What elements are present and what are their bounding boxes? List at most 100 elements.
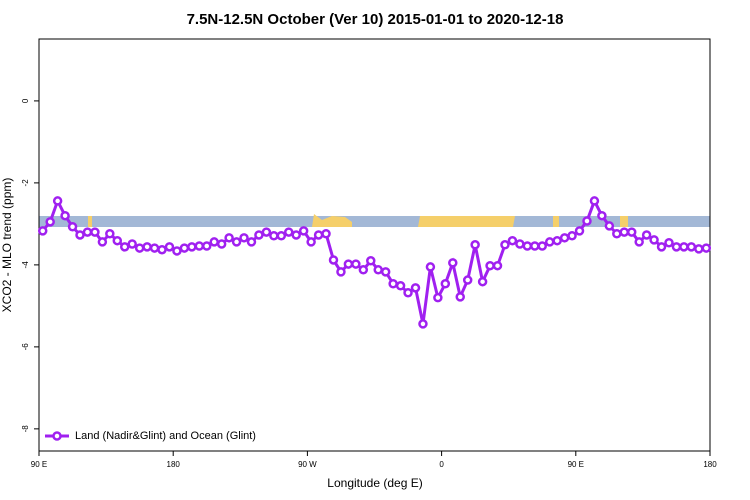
data-point <box>559 233 570 243</box>
data-point <box>522 241 533 251</box>
data-point <box>500 240 510 250</box>
legend-item: Land (Nadir&Glint) and Ocean (Glint) <box>45 430 256 442</box>
data-point <box>634 237 644 247</box>
data-point <box>37 226 48 236</box>
land-patch <box>553 216 559 227</box>
y-tick-label: -2 <box>21 179 30 187</box>
data-point <box>537 241 547 251</box>
data-point <box>239 233 249 243</box>
data-point <box>313 230 324 240</box>
data-point <box>455 292 465 302</box>
data-point <box>224 233 234 243</box>
data-point <box>679 242 689 252</box>
data-point <box>544 237 555 247</box>
land-patch <box>312 214 352 227</box>
data-point <box>134 243 145 253</box>
plot-frame <box>38 38 711 452</box>
data-point <box>202 241 212 251</box>
data-point <box>254 230 264 240</box>
data-point <box>97 237 108 247</box>
data-point <box>246 237 257 247</box>
data-point <box>507 235 518 246</box>
data-point <box>336 267 346 277</box>
data-point <box>119 242 130 252</box>
y-tick-label: 0 <box>21 98 30 103</box>
data-point <box>45 217 55 227</box>
data-point <box>380 267 391 277</box>
data-point <box>515 239 525 249</box>
data-point <box>284 227 294 237</box>
data-point <box>142 242 152 252</box>
data-point <box>52 196 63 206</box>
data-point <box>276 231 287 241</box>
data-point <box>403 288 413 298</box>
legend-label: Land (Nadir&Glint) and Ocean (Glint) <box>75 430 256 442</box>
data-point <box>269 231 279 241</box>
data-point <box>477 276 488 287</box>
data-point <box>664 237 674 248</box>
land-patch <box>418 216 515 227</box>
data-point <box>209 237 219 247</box>
x-axis-label: Longitude (deg E) <box>327 476 422 490</box>
land-ocean-band <box>39 214 710 227</box>
data-point <box>321 228 331 239</box>
data-point <box>701 243 712 253</box>
data-point <box>671 242 682 252</box>
data-point <box>149 243 160 253</box>
data-point <box>470 240 480 250</box>
y-axis-label: XCO2 - MLO trend (ppm) <box>0 178 14 313</box>
data-point <box>388 278 398 289</box>
data-point <box>597 210 607 221</box>
data-point <box>626 227 637 237</box>
data-point <box>366 256 376 266</box>
data-point <box>351 259 361 269</box>
land-patch <box>620 216 628 227</box>
data-point <box>530 241 540 251</box>
data-point <box>82 227 93 237</box>
data-point <box>694 244 704 254</box>
x-tick-label: 180 <box>703 460 717 469</box>
data-point <box>418 319 428 329</box>
data-point <box>612 228 622 239</box>
data-point <box>112 235 123 246</box>
data-point <box>75 230 85 240</box>
x-tick-label: 0 <box>439 460 444 469</box>
data-point <box>649 235 659 245</box>
data-point <box>179 243 190 253</box>
data-point <box>686 242 697 252</box>
data-point <box>261 227 272 237</box>
data-point <box>231 237 242 247</box>
data-point <box>291 230 301 240</box>
data-point <box>194 241 205 251</box>
data-point <box>306 237 316 247</box>
data-point <box>105 228 115 239</box>
data-point <box>582 216 592 226</box>
data-point <box>462 275 473 285</box>
data-point <box>433 292 443 303</box>
chart-title: 7.5N-12.5N October (Ver 10) 2015-01-01 t… <box>187 11 564 28</box>
y-tick-label: -8 <box>21 425 30 433</box>
data-point <box>440 278 451 289</box>
y-tick-label: -6 <box>21 343 30 351</box>
data-point <box>656 242 667 252</box>
data-point <box>157 244 167 255</box>
data-point <box>164 242 175 252</box>
data-point <box>492 260 503 271</box>
data-point <box>343 259 354 269</box>
data-point <box>410 283 421 293</box>
data-point <box>641 230 652 240</box>
data-point <box>485 260 495 271</box>
y-tick-label: -4 <box>21 261 30 269</box>
legend-marker <box>52 431 62 441</box>
data-point <box>395 281 406 291</box>
data-point <box>448 258 458 268</box>
data-point <box>425 262 436 272</box>
data-point <box>574 226 585 236</box>
ocean-band <box>39 216 710 227</box>
data-point <box>127 239 137 249</box>
data-point <box>90 227 100 237</box>
data-point <box>60 210 70 221</box>
data-point <box>358 265 369 275</box>
